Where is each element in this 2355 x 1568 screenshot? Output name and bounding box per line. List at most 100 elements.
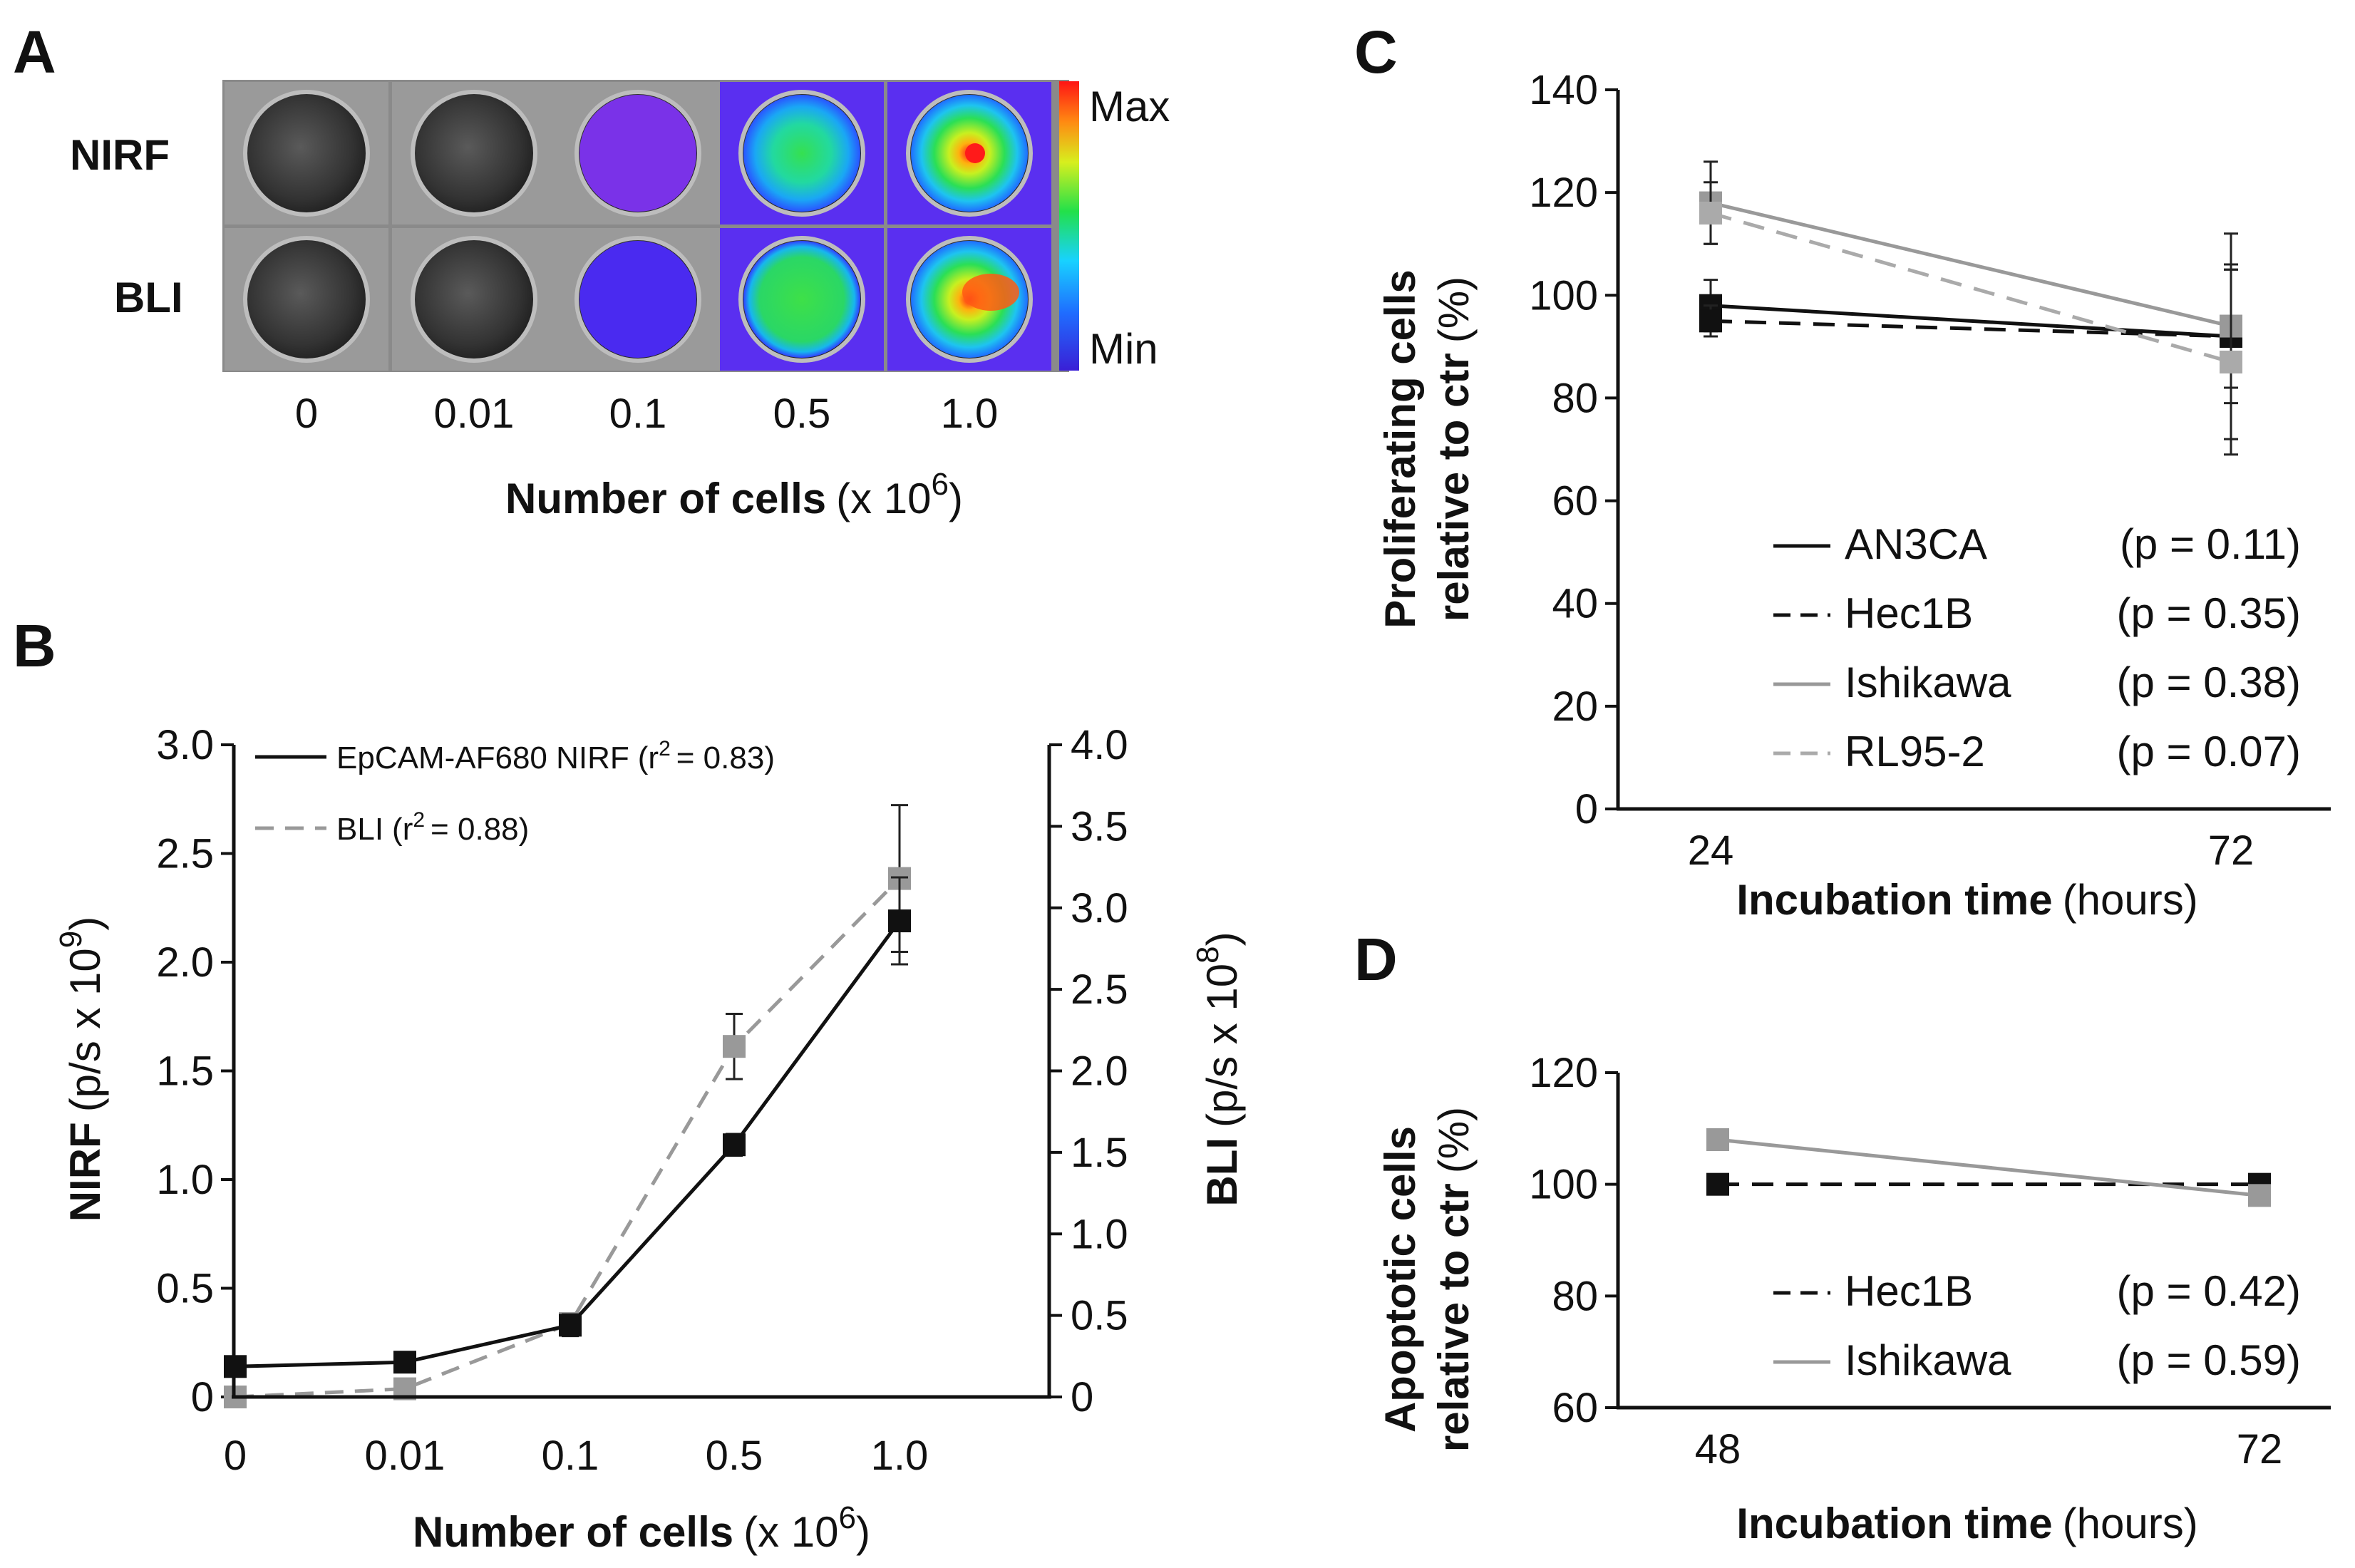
well-dish	[411, 90, 537, 217]
cell-count-label-0-01: 0.01	[434, 391, 515, 437]
b-right-tick-label: 3.5	[1071, 803, 1128, 850]
c-legend: AN3CA (p = 0.11) Hec1B (p = 0.35) Ishikawa (p…	[1773, 520, 2301, 775]
c-y-tick-label: 100	[1529, 272, 1598, 319]
c-series-line-an3ca	[1710, 304, 2232, 339]
d-legend: Hec1B (p = 0.42) Ishikawa (p = 0.59)	[1773, 1267, 2301, 1384]
well-signal	[579, 95, 696, 212]
c-legend-p-ishikawa: (p = 0.38)	[2117, 659, 2302, 706]
panel-a-xlabel: Number of cells (x 106)	[505, 467, 963, 522]
d-point-ishikawa	[1706, 1128, 1729, 1151]
d-ylabel-line1: Apoptotic cells	[1376, 1126, 1424, 1433]
d-y-tick-label: 120	[1529, 1050, 1598, 1096]
d-y-tick-label: 100	[1529, 1162, 1598, 1208]
c-series-line-ishikawa	[1710, 201, 2232, 328]
d-x-tick-label: 48	[1695, 1426, 1741, 1472]
panel-label-a: A	[13, 19, 56, 86]
c-series-line-rl95-2	[1710, 211, 2232, 364]
b-left-tick-label: 3.0	[156, 722, 214, 768]
c-point-rl95-2	[1699, 201, 1722, 225]
b-point-epcam-af680-nirf	[888, 909, 911, 933]
b-left-tick-label: 2.0	[156, 939, 214, 986]
b-left-tick-label: 0.5	[156, 1266, 214, 1312]
b-series-line-epcam-af680-nirf	[235, 919, 902, 1368]
d-y-tick-label: 60	[1552, 1385, 1598, 1431]
cell-count-label-0: 0	[295, 391, 318, 437]
d-point-ishikawa	[2248, 1184, 2271, 1207]
panel-label-c: C	[1354, 19, 1398, 86]
panel-d: 60 80 100 120 48 72 Apoptotic cells relative …	[1376, 1050, 2331, 1547]
b-right-tick-label: 2.5	[1071, 966, 1128, 1013]
b-x-tick-label: 0.01	[365, 1433, 445, 1479]
b-right-tick-label: 2.0	[1071, 1048, 1128, 1095]
b-right-tick-label: 3.0	[1071, 885, 1128, 932]
well-signal	[743, 95, 860, 212]
b-legend-entry-bli: BLI (r2 = 0.88)	[336, 808, 529, 847]
panel-b: 0 0.5 1.0 1.5 2.0 2.5 3.0 0 0.5 1.0 1.5 2.0 2.5 3.0 3.…	[53, 722, 1246, 1556]
b-legend-entry-nirf: EpCAM-AF680 NIRF (r2 = 0.83)	[336, 737, 775, 775]
c-y-tick-label: 20	[1552, 684, 1598, 730]
well-hotspot	[962, 274, 1019, 311]
cell-count-label-1-0: 1.0	[941, 391, 999, 437]
chart-b-marks: 0 0.5 1.0 1.5 2.0 2.5 3.0 0 0.5 1.0 1.5 2.0 2.5 3.0 3.…	[156, 722, 1128, 1479]
c-legend-p-an3ca: (p = 0.11)	[2120, 520, 2301, 568]
c-ylabel-line2: relative to ctr(%)	[1430, 277, 1478, 621]
well-dish	[243, 236, 370, 363]
d-legend-p-ishikawa: (p = 0.59)	[2117, 1336, 2302, 1384]
c-y-tick-label: 140	[1529, 67, 1598, 113]
b-x-tick-label: 0	[224, 1433, 247, 1479]
c-legend-name-hec1b: Hec1B	[1845, 589, 1973, 637]
panel-a: NIRF BLI Max Min 0 0.01 0.1 0.5 1.0 Number o…	[70, 80, 1170, 522]
cell-count-label-0-1: 0.1	[609, 391, 667, 437]
cell-count-label-0-5: 0.5	[773, 391, 831, 437]
d-xlabel: Incubation time (hours)	[1736, 1500, 2197, 1547]
d-y-tick-label: 80	[1552, 1273, 1598, 1319]
b-right-tick-label: 0	[1071, 1374, 1093, 1420]
cell-count-labels: 0 0.01 0.1 0.5 1.0	[295, 391, 998, 437]
c-point-rl95-2	[2220, 350, 2242, 373]
b-right-tick-label: 1.5	[1071, 1130, 1128, 1176]
c-legend-name-rl95-2: RL95-2	[1845, 728, 1985, 775]
well-dish	[243, 90, 370, 217]
b-point-epcam-af680-nirf	[393, 1351, 416, 1374]
c-y-tick-label: 120	[1529, 170, 1598, 216]
b-xlabel: Number of cells (x 106)	[413, 1500, 870, 1556]
c-x-tick-label: 72	[2208, 827, 2254, 874]
well-signal	[743, 241, 860, 358]
b-x-tick-label: 0.5	[706, 1433, 763, 1479]
b-right-tick-label: 4.0	[1071, 722, 1128, 768]
c-xlabel: Incubation time (hours)	[1736, 876, 2197, 924]
c-legend-p-rl95-2: (p = 0.07)	[2117, 728, 2302, 775]
d-series-line-ishikawa	[1717, 1138, 2260, 1197]
row-label-nirf: NIRF	[70, 131, 170, 179]
c-legend-name-ishikawa: Ishikawa	[1845, 659, 2011, 706]
c-y-tick-label: 0	[1575, 786, 1598, 832]
b-right-tick-label: 1.0	[1071, 1211, 1128, 1257]
c-y-tick-label: 80	[1552, 375, 1598, 421]
b-point-bli	[723, 1035, 746, 1058]
d-point-hec1b	[1706, 1172, 1729, 1196]
b-ylabel-right: BLI(p/s x 108)	[1190, 932, 1246, 1206]
c-y-tick-label: 60	[1552, 478, 1598, 525]
c-point-hec1b	[1699, 309, 1722, 333]
c-y-tick-label: 40	[1552, 581, 1598, 627]
b-left-tick-label: 0	[191, 1374, 214, 1420]
well-hotspot	[965, 143, 985, 163]
d-legend-name-ishikawa: Ishikawa	[1845, 1336, 2011, 1384]
d-x-tick-label: 72	[2237, 1426, 2283, 1472]
well-signal	[579, 241, 696, 358]
b-ylabel-left: NIRF(p/s x 109)	[53, 917, 109, 1222]
b-left-tick-label: 2.5	[156, 831, 214, 877]
b-x-tick-label: 1.0	[871, 1433, 929, 1479]
panel-c: 0 20 40 60 80 100 120 140 24 72 Proliferating cel…	[1376, 67, 2331, 924]
c-legend-name-an3ca: AN3CA	[1845, 520, 1987, 568]
b-point-epcam-af680-nirf	[723, 1133, 746, 1157]
scale-max-label: Max	[1089, 83, 1170, 130]
c-x-tick-label: 24	[1688, 827, 1734, 874]
c-ylabel-line1: Proliferating cells	[1376, 269, 1424, 629]
b-x-tick-label: 0.1	[542, 1433, 599, 1479]
b-point-epcam-af680-nirf	[559, 1314, 582, 1337]
panel-label-d: D	[1354, 926, 1398, 993]
c-legend-p-hec1b: (p = 0.35)	[2117, 589, 2302, 637]
b-right-tick-label: 0.5	[1071, 1293, 1128, 1339]
